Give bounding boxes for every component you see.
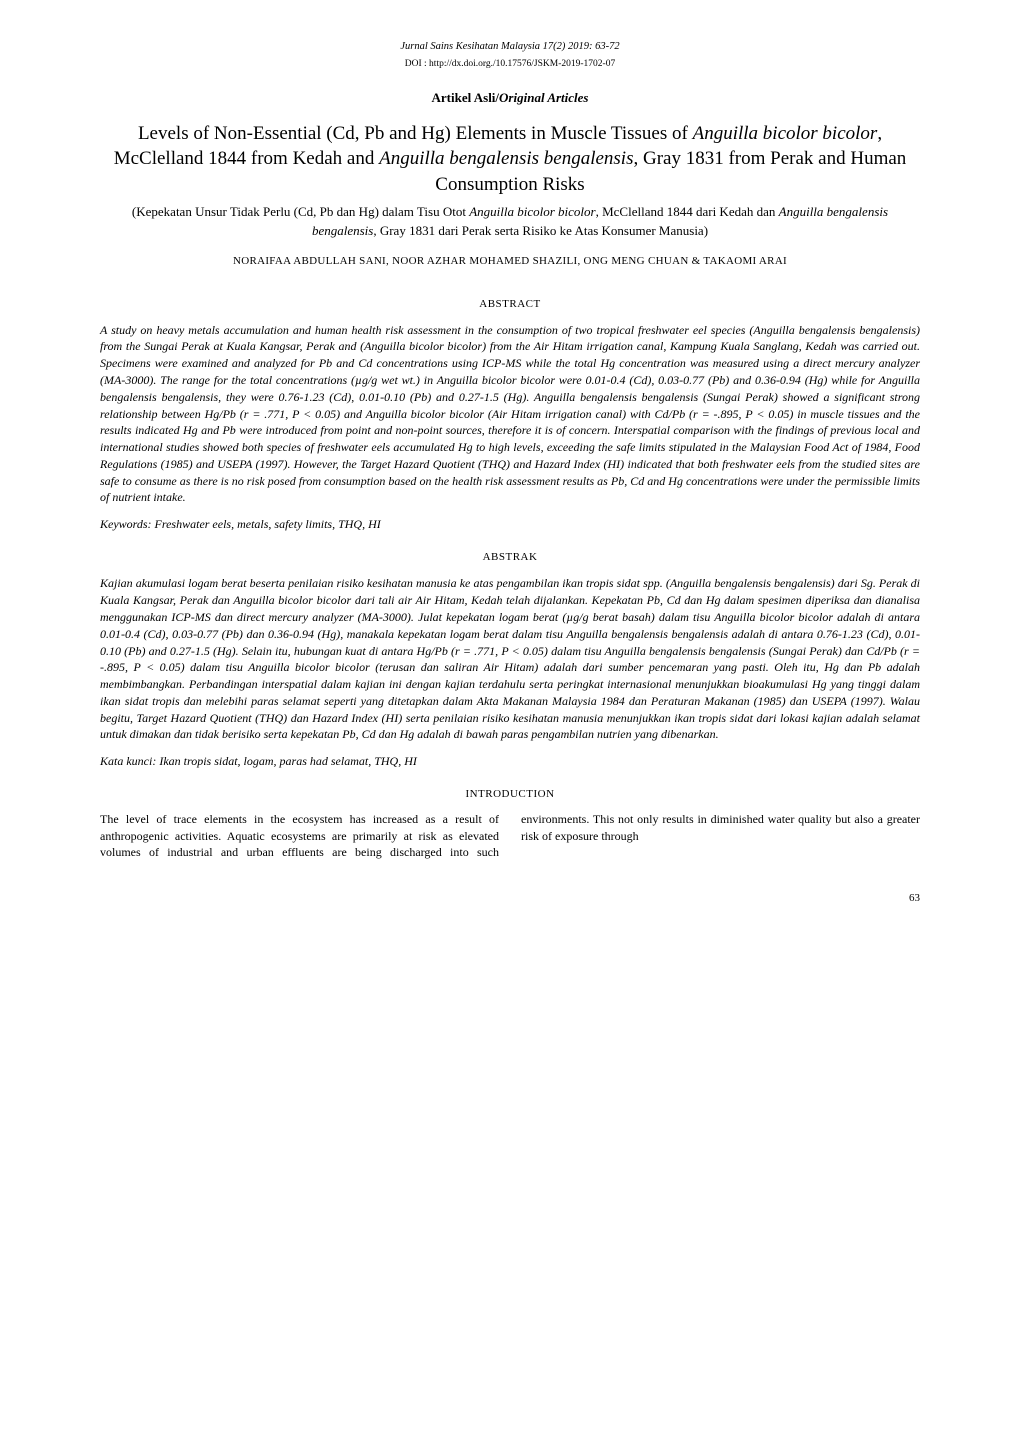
article-type-plain: Artikel Asli xyxy=(432,90,496,105)
article-type: Artikel Asli/Original Articles xyxy=(100,89,920,107)
title-ms-part3: , McClelland 1844 dari Kedah dan xyxy=(596,204,779,219)
doi-line: DOI : http://dx.doi.org./10.17576/JSKM-2… xyxy=(100,58,920,71)
keywords-english: Keywords: Freshwater eels, metals, safet… xyxy=(100,516,920,532)
body-columns: INTRODUCTION The level of trace elements… xyxy=(100,787,920,861)
abstrak-heading: ABSTRAK xyxy=(100,550,920,565)
author-list: NORAIFAA ABDULLAH SANI, NOOR AZHAR MOHAM… xyxy=(100,254,920,269)
abstract-malay: Kajian akumulasi logam berat beserta pen… xyxy=(100,575,920,743)
abstract-heading: ABSTRACT xyxy=(100,297,920,312)
title-en-part1: Levels of Non-Essential (Cd, Pb and Hg) … xyxy=(138,123,693,144)
article-title-malay: (Kepekatan Unsur Tidak Perlu (Cd, Pb dan… xyxy=(120,203,900,239)
species-name: Anguilla bicolor bicolor xyxy=(469,204,595,219)
article-type-italic: Original Articles xyxy=(499,90,588,105)
page-number: 63 xyxy=(100,891,920,906)
species-name: Anguilla bicolor bicolor xyxy=(693,123,878,144)
introduction-heading: INTRODUCTION xyxy=(100,787,920,802)
title-ms-part1: (Kepekatan Unsur Tidak Perlu (Cd, Pb dan… xyxy=(132,204,469,219)
title-ms-part5: , Gray 1831 dari Perak serta Risiko ke A… xyxy=(373,223,708,238)
keywords-malay: Kata kunci: Ikan tropis sidat, logam, pa… xyxy=(100,753,920,769)
journal-citation: Jurnal Sains Kesihatan Malaysia 17(2) 20… xyxy=(100,40,920,54)
species-name: Anguilla bengalensis bengalensis xyxy=(379,148,633,169)
abstract-english: A study on heavy metals accumulation and… xyxy=(100,322,920,507)
article-title-english: Levels of Non-Essential (Cd, Pb and Hg) … xyxy=(110,121,910,198)
